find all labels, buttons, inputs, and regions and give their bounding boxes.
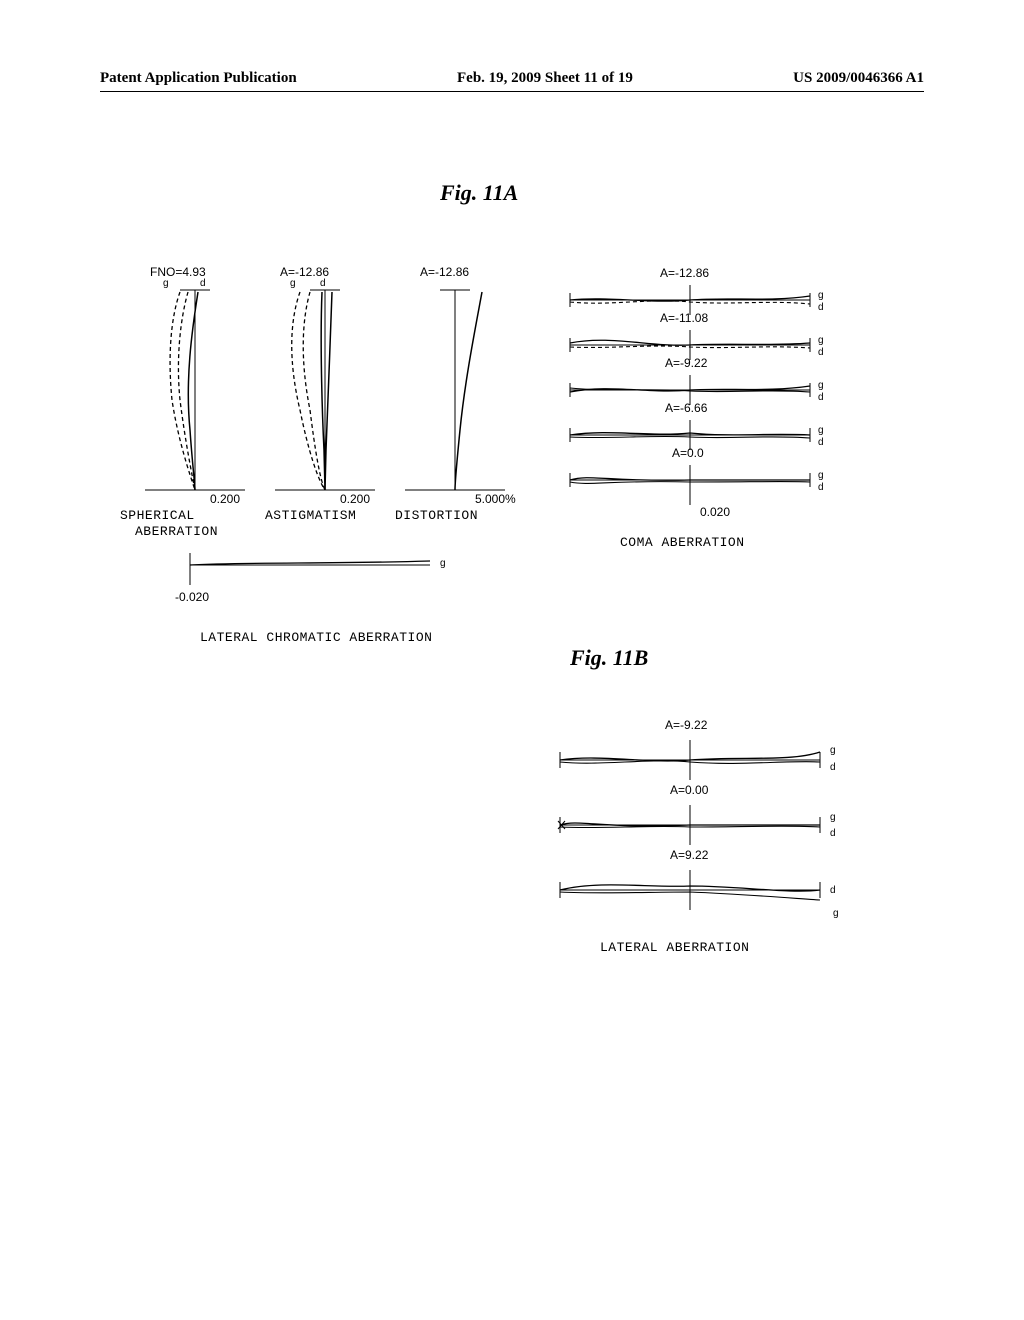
figb-chart <box>540 730 860 960</box>
fig-11b-title: Fig. 11B <box>570 645 648 671</box>
coma-d1: d <box>818 302 824 313</box>
figb-d1: d <box>830 762 836 773</box>
coma-g5: g <box>818 470 824 481</box>
header-left: Patent Application Publication <box>100 70 297 87</box>
coma-g3: g <box>818 380 824 391</box>
dist-label: DISTORTION <box>395 508 478 523</box>
dist-axis: 5.000% <box>475 492 516 506</box>
header-center: Feb. 19, 2009 Sheet 11 of 19 <box>457 70 633 87</box>
coma-g4: g <box>818 425 824 436</box>
lateral-chrom-chart <box>170 545 470 605</box>
coma-label: COMA ABERRATION <box>620 535 745 550</box>
coma-d3: d <box>818 392 824 403</box>
spherical-label2: ABERRATION <box>135 524 218 539</box>
coma-a1: A=-12.86 <box>660 266 709 280</box>
fig-11a-title: Fig. 11A <box>440 180 518 206</box>
page-header: Patent Application Publication Feb. 19, … <box>100 70 924 92</box>
coma-d4: d <box>818 437 824 448</box>
spherical-axis: 0.200 <box>210 492 240 506</box>
dist-header: A=-12.86 <box>420 265 469 279</box>
astig-g: g <box>290 278 296 289</box>
spherical-header: FNO=4.93 <box>150 265 206 279</box>
coma-a5: A=0.0 <box>672 446 704 460</box>
figb-a3: A=9.22 <box>670 848 708 862</box>
spherical-chart <box>130 290 260 520</box>
astig-d: d <box>320 278 326 289</box>
figb-a1: A=-9.22 <box>665 718 707 732</box>
coma-d5: d <box>818 482 824 493</box>
coma-a2: A=-11.08 <box>660 311 708 325</box>
latchrom-g: g <box>440 558 446 569</box>
spherical-g: g <box>163 278 169 289</box>
coma-a3: A=-9.22 <box>665 356 707 370</box>
coma-d2: d <box>818 347 824 358</box>
header-right: US 2009/0046366 A1 <box>793 70 924 87</box>
coma-a4: A=-6.66 <box>665 401 707 415</box>
latchrom-label: LATERAL CHROMATIC ABERRATION <box>200 630 432 645</box>
spherical-d: d <box>200 278 206 289</box>
latchrom-scale: -0.020 <box>175 590 209 604</box>
astig-axis: 0.200 <box>340 492 370 506</box>
astig-label: ASTIGMATISM <box>265 508 356 523</box>
coma-g1: g <box>818 290 824 301</box>
figb-d3: d <box>830 885 836 896</box>
distortion-chart <box>390 290 520 520</box>
spherical-label: SPHERICAL <box>120 508 195 523</box>
figb-g1: g <box>830 745 836 756</box>
coma-g2: g <box>818 335 824 346</box>
astig-header: A=-12.86 <box>280 265 329 279</box>
figb-g3: g <box>833 908 839 919</box>
astigmatism-chart <box>260 290 390 520</box>
figb-d2: d <box>830 828 836 839</box>
figb-a2: A=0.00 <box>670 783 708 797</box>
figb-label: LATERAL ABERRATION <box>600 940 749 955</box>
coma-scale: 0.020 <box>700 505 730 519</box>
figb-g2: g <box>830 812 836 823</box>
